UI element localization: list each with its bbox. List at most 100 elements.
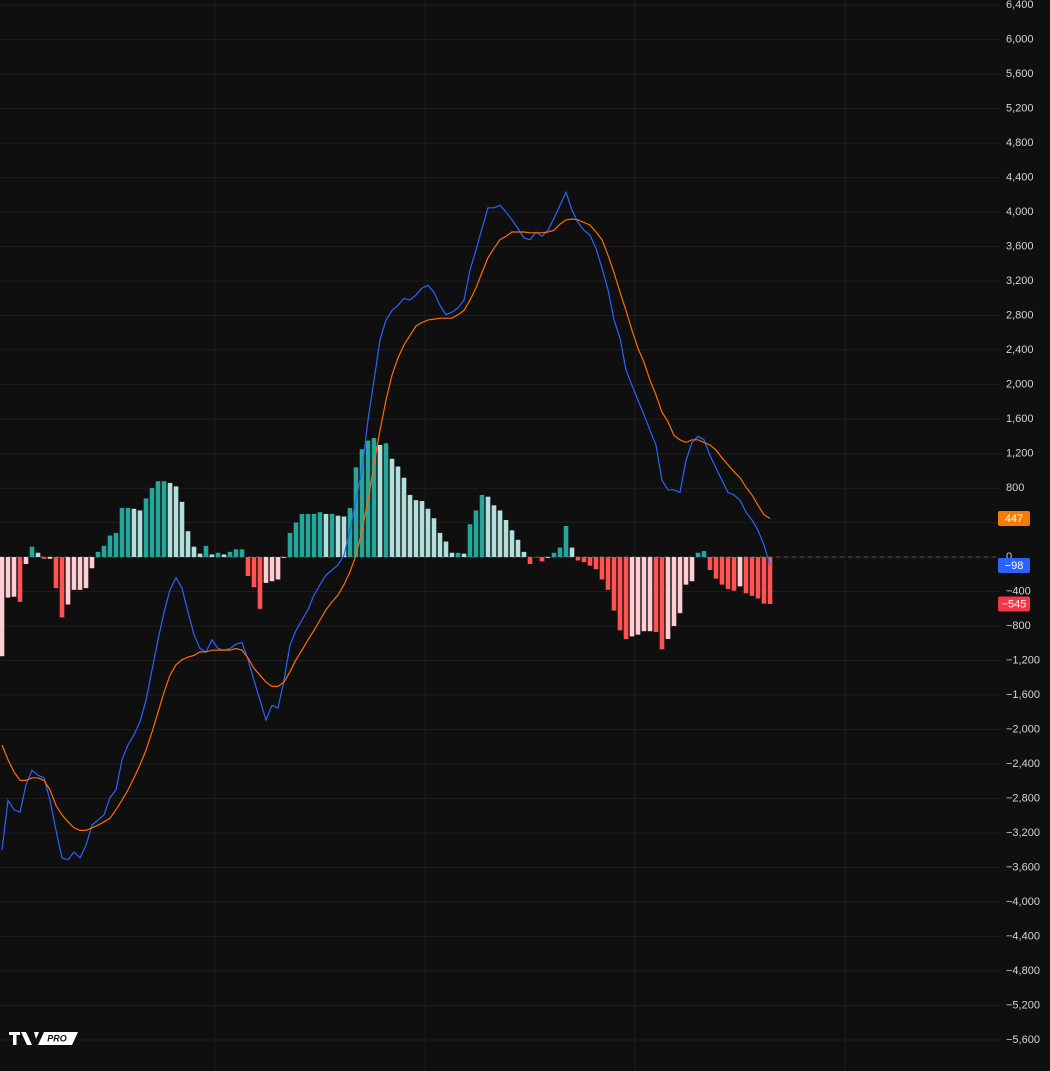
histogram-bar bbox=[35, 552, 41, 558]
y-tick-label: 5,600 bbox=[1006, 68, 1034, 80]
histogram-bar bbox=[485, 496, 491, 558]
histogram-bar bbox=[95, 551, 101, 558]
y-tick-label: 1,600 bbox=[1006, 413, 1034, 425]
histogram-bar bbox=[389, 458, 395, 558]
histogram-bar bbox=[317, 512, 323, 558]
y-tick-label: −2,400 bbox=[1006, 758, 1040, 770]
histogram-bar bbox=[149, 488, 155, 558]
histogram-bar bbox=[635, 557, 641, 635]
y-tick-label: −4,800 bbox=[1006, 965, 1040, 977]
y-tick-label: 2,000 bbox=[1006, 379, 1034, 391]
y-tick-label: −5,600 bbox=[1006, 1034, 1040, 1046]
histogram-bar bbox=[221, 554, 227, 558]
histogram-bar bbox=[185, 531, 191, 558]
y-tick-label: −1,600 bbox=[1006, 689, 1040, 701]
histogram-bar bbox=[761, 557, 767, 604]
y-tick-label: 3,200 bbox=[1006, 275, 1034, 287]
histogram-bar bbox=[683, 557, 689, 585]
histogram-bar bbox=[407, 494, 413, 558]
histogram-bar bbox=[587, 557, 593, 566]
histogram-bar bbox=[245, 557, 251, 577]
y-tick-label: −2,800 bbox=[1006, 792, 1040, 804]
histogram-bar bbox=[707, 557, 713, 570]
histogram-bar bbox=[581, 557, 587, 563]
histogram-bar bbox=[593, 557, 599, 570]
histogram-bar bbox=[677, 557, 683, 614]
y-tick-label: −4,400 bbox=[1006, 930, 1040, 942]
histogram-bar bbox=[575, 557, 581, 561]
histogram-bar bbox=[599, 557, 605, 580]
price-badge-label: −98 bbox=[1005, 560, 1024, 572]
price-axis: −5,600 −5,200 −4,800 −4,400 −4,000 −3,600 −3,2… bbox=[998, 0, 1040, 1046]
price-badge-label: 447 bbox=[1005, 513, 1023, 525]
histogram-bar bbox=[89, 557, 95, 569]
histogram-bar bbox=[305, 513, 311, 558]
histogram-bar bbox=[119, 507, 125, 558]
price-badge bbox=[998, 558, 1030, 574]
histogram-bar bbox=[191, 546, 197, 558]
y-tick-label: 6,400 bbox=[1006, 0, 1034, 11]
histogram-bar bbox=[503, 519, 509, 558]
histogram-bar bbox=[473, 510, 479, 558]
histogram-bar bbox=[497, 510, 503, 558]
histogram-bar bbox=[65, 557, 71, 605]
histogram-bar bbox=[0, 557, 5, 657]
histogram-bar bbox=[605, 557, 611, 590]
histogram-bar bbox=[17, 557, 23, 602]
histogram-bar bbox=[125, 507, 131, 558]
histogram-bar bbox=[641, 557, 647, 632]
y-tick-label: 2,800 bbox=[1006, 310, 1034, 322]
histogram-bar bbox=[371, 438, 377, 558]
histogram-bar bbox=[749, 557, 755, 596]
histogram-bar bbox=[263, 557, 269, 583]
y-tick-label: 1,200 bbox=[1006, 447, 1034, 459]
histogram-bar bbox=[233, 549, 239, 558]
histogram-bar bbox=[359, 449, 365, 558]
y-tick-label: −3,200 bbox=[1006, 827, 1040, 839]
y-tick-label: 4,400 bbox=[1006, 172, 1034, 184]
histogram-bar bbox=[695, 552, 701, 558]
histogram-bar bbox=[11, 557, 17, 597]
histogram-bar bbox=[689, 557, 695, 582]
logo: PRO bbox=[9, 1032, 78, 1045]
histogram-bar bbox=[53, 557, 59, 589]
histogram-bar bbox=[647, 557, 653, 632]
histogram-bar bbox=[653, 557, 659, 633]
histogram-bar bbox=[545, 557, 551, 558]
y-tick-label: −1,200 bbox=[1006, 654, 1040, 666]
logo-badge bbox=[38, 1032, 78, 1045]
histogram-bar bbox=[671, 557, 677, 627]
histogram-bar bbox=[5, 557, 11, 598]
price-badge bbox=[998, 511, 1030, 527]
logo-mark bbox=[21, 1032, 32, 1045]
histogram-bar bbox=[341, 516, 347, 558]
histogram-bar bbox=[701, 551, 707, 558]
histogram-bar bbox=[179, 501, 185, 558]
price-badge-label: −545 bbox=[1002, 598, 1027, 610]
histogram-bar bbox=[401, 477, 407, 558]
plot bbox=[0, 4, 1000, 1041]
histogram-bar bbox=[479, 494, 485, 558]
logo-mark bbox=[9, 1032, 20, 1045]
y-tick-label: 6,000 bbox=[1006, 34, 1034, 46]
histogram-bar bbox=[569, 547, 575, 558]
price-badge bbox=[998, 596, 1030, 612]
histogram-bar bbox=[59, 557, 65, 618]
histogram-bar bbox=[533, 557, 539, 558]
histogram-bar bbox=[173, 486, 179, 558]
histogram-bar bbox=[665, 557, 671, 639]
histogram-bar bbox=[461, 553, 467, 558]
histogram-bar bbox=[623, 557, 629, 639]
histogram-bar bbox=[239, 549, 245, 558]
logo-mark bbox=[34, 1032, 39, 1039]
histogram-bar bbox=[731, 557, 737, 591]
histogram-bar bbox=[743, 557, 749, 594]
histogram-bar bbox=[215, 552, 221, 558]
histogram-bar bbox=[449, 552, 455, 558]
histogram-bar bbox=[353, 467, 359, 558]
histogram-bar bbox=[515, 539, 521, 558]
histogram-bar bbox=[719, 557, 725, 585]
y-tick-label: 4,000 bbox=[1006, 206, 1034, 218]
histogram-bar bbox=[227, 551, 233, 558]
